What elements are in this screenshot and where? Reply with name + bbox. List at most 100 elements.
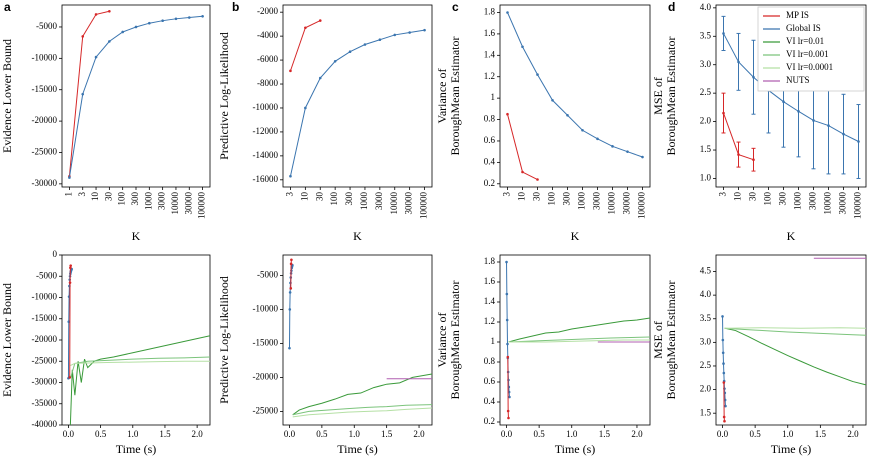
series-marker: [797, 110, 800, 113]
series-marker: [521, 45, 524, 49]
x-tick-label: 100000: [853, 192, 863, 220]
x-tick-label: 3: [502, 192, 512, 197]
series-marker: [94, 13, 98, 16]
y-tick-label: 2.5: [700, 360, 712, 370]
y-tick-label: 2.0: [700, 116, 712, 126]
series-marker: [596, 137, 599, 141]
x-tick-label: 10: [90, 192, 100, 202]
series-marker: [842, 132, 845, 136]
series-line: [508, 339, 650, 343]
x-tick-label: 100000: [419, 192, 429, 220]
y-tick-label: -5000: [36, 21, 57, 31]
y-tick-label: -30000: [32, 377, 58, 387]
x-tick-label: 3000: [157, 192, 167, 211]
series-marker: [68, 376, 72, 379]
x-tick-label: 1000: [359, 192, 369, 211]
series-line: [723, 33, 859, 142]
series-marker: [722, 381, 726, 384]
series-marker: [506, 112, 509, 116]
y-axis-label: BoroughMean Estimator: [448, 281, 462, 400]
y-tick-label: 1.2: [484, 71, 495, 81]
series-marker: [722, 415, 726, 419]
x-tick-label: 2.0: [192, 429, 204, 439]
series-marker: [288, 346, 291, 350]
y-tick-label: -15000: [253, 337, 279, 347]
y-tick-label: 1.2: [484, 316, 495, 326]
x-tick-label: 1.5: [159, 429, 171, 439]
x-axis-label: K: [353, 229, 362, 243]
y-tick-label: -16000: [253, 174, 279, 184]
y-tick-label: 1: [491, 336, 496, 346]
x-tick-label: 1000: [577, 192, 587, 211]
series-marker: [505, 318, 509, 322]
series-line: [289, 29, 425, 177]
x-tick-label: 100: [547, 192, 557, 206]
legend-label: VI lr=0.001: [786, 49, 829, 59]
y-tick-label: -20000: [253, 371, 279, 381]
series-marker: [121, 30, 124, 34]
series-marker: [289, 287, 293, 290]
y-tick-label: -5000: [36, 270, 57, 280]
y-tick-label: 4.0: [700, 2, 712, 12]
series-marker: [408, 31, 411, 34]
series-marker: [722, 362, 725, 365]
x-axis-label: Time (s): [555, 442, 596, 456]
series-marker: [161, 19, 164, 22]
series-marker: [290, 258, 293, 262]
panel-letter: c: [452, 0, 459, 14]
legend-box: [757, 6, 865, 92]
x-tick-label: 1000: [143, 192, 153, 211]
series-marker: [187, 16, 191, 19]
series-marker: [288, 308, 292, 311]
y-tick-label: -10000: [253, 303, 279, 313]
y-tick-label: 1.4: [484, 49, 496, 59]
x-tick-label: 0.0: [501, 429, 513, 439]
x-tick-label: 30: [748, 192, 758, 202]
y-tick-label: 0.4: [484, 396, 496, 406]
x-axis-label: Time (s): [116, 442, 157, 456]
x-tick-label: 1: [63, 192, 73, 197]
y-axis-label: Evidence Lower Bound: [0, 39, 14, 153]
series-marker: [723, 419, 726, 423]
x-axis-label: K: [132, 229, 141, 243]
y-tick-label: 4.0: [700, 289, 712, 299]
plot-frame: [282, 4, 433, 188]
series-line: [507, 356, 509, 419]
y-tick-label: 1.6: [484, 28, 496, 38]
series-marker: [737, 60, 740, 64]
x-tick-label: 10000: [607, 192, 617, 215]
x-tick-label: 30000: [183, 192, 193, 215]
series-marker: [201, 14, 204, 18]
series-marker: [827, 124, 830, 127]
y-tick-label: -20000: [32, 115, 58, 125]
y-tick-label: -20000: [32, 334, 58, 344]
y-axis-label: Predictive Log-Likelihood: [217, 276, 231, 404]
series-line: [724, 327, 867, 386]
series-line: [722, 316, 726, 407]
series-line: [292, 407, 433, 418]
series-marker: [506, 342, 509, 346]
y-tick-label: -10000: [253, 102, 279, 112]
plot-frame: [499, 4, 651, 188]
x-tick-label: 10000: [389, 192, 399, 215]
series-marker: [507, 416, 510, 420]
y-tick-label: 2.5: [700, 87, 712, 97]
y-axis-label: MSE of: [651, 77, 665, 115]
series-marker: [581, 128, 584, 132]
y-tick-label: -6000: [257, 54, 278, 64]
x-tick-label: 3000: [374, 192, 384, 211]
x-tick-label: 10000: [170, 192, 180, 215]
y-tick-label: -15000: [32, 84, 58, 94]
y-axis-label: MSE of: [651, 321, 665, 359]
y-tick-label: 1.5: [700, 144, 712, 154]
y-tick-label: -10000: [32, 292, 58, 302]
panel-letter: b: [232, 0, 239, 14]
x-axis-label: Time (s): [771, 442, 812, 456]
series-marker: [506, 11, 509, 14]
y-tick-label: -25000: [32, 355, 58, 365]
series-marker: [641, 155, 644, 159]
series-line: [508, 317, 651, 343]
series-marker: [721, 351, 725, 355]
series-marker: [423, 28, 426, 32]
x-tick-label: 3000: [808, 192, 818, 211]
